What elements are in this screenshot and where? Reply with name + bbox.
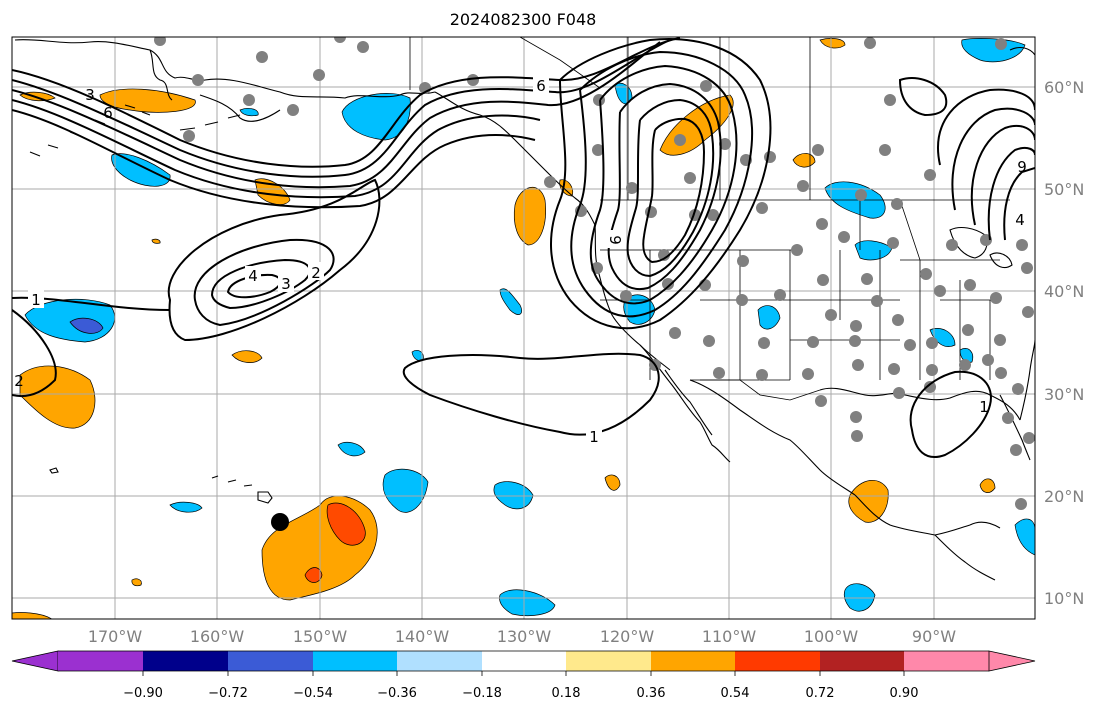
lon-label: 100°W [804, 627, 859, 646]
lon-label: 130°W [497, 627, 552, 646]
positive-anomaly-area [792, 153, 816, 168]
lon-label: 140°W [395, 627, 450, 646]
positive-anomaly-area [151, 238, 161, 244]
negative-anomaly-area [169, 501, 203, 513]
negative-anomaly-core [69, 317, 104, 334]
contour-labels: 1 2 3 4 6 9 1 2 3 4 6 9 1 [14, 76, 1027, 446]
colorbar-extend-high [988, 650, 1036, 672]
latitude-labels: 60°N 50°N 40°N 30°N 20°N 10°N [1044, 78, 1084, 608]
contour-label: 6 [536, 77, 546, 95]
lat-label: 10°N [1044, 589, 1084, 608]
negative-anomaly-area [843, 583, 876, 612]
positive-anomaly-area [604, 474, 621, 491]
lon-label: 150°W [293, 627, 348, 646]
negative-anomaly-area [499, 288, 523, 315]
positive-anomaly-area [513, 187, 546, 246]
contour-label: 9 [606, 235, 624, 245]
negative-anomaly-area [239, 108, 259, 117]
map-title: 2024082300 F048 [450, 10, 597, 29]
positive-anomaly-core [326, 502, 366, 546]
colorbar-extend-low [11, 650, 59, 672]
positive-anomaly-area [254, 178, 291, 205]
map-area: 1 2 3 4 6 9 1 2 3 4 6 9 1 [12, 37, 1035, 619]
contour-label: 4 [1015, 211, 1025, 229]
positive-anomaly-core [304, 567, 323, 583]
colorbar-tick-label: 0.90 [890, 686, 919, 701]
negative-anomaly-area [959, 348, 974, 363]
contour-ridge-1b [12, 309, 57, 398]
positive-anomaly-area [819, 38, 846, 49]
lon-label: 120°W [600, 627, 655, 646]
contour-label: 6 [103, 104, 113, 122]
longitude-labels: 170°W 160°W 150°W 140°W 130°W 120°W 110°… [88, 627, 956, 646]
contour-label: 3 [85, 86, 95, 104]
coastlines [14, 39, 1035, 581]
contour-label: 4 [248, 267, 258, 285]
colorbar-tick-label: −0.36 [377, 686, 417, 701]
contour-low-2 [193, 238, 335, 327]
map-frame [11, 36, 1036, 620]
positive-anomaly-area [12, 612, 53, 619]
colorbar-tick-label: 0.36 [637, 686, 666, 701]
contour-label: 1 [979, 398, 989, 416]
colorbar-tick-label: 0.18 [552, 686, 581, 701]
negative-anomaly-area [499, 589, 556, 617]
positive-anomaly-area [231, 350, 263, 363]
storm-center-marker [271, 513, 289, 531]
positive-anomaly-area [979, 478, 996, 493]
lat-label: 20°N [1044, 487, 1084, 506]
lat-label: 60°N [1044, 78, 1084, 97]
negative-anomaly-area [493, 481, 534, 510]
positive-anomaly-area [131, 578, 142, 587]
contour-label: 9 [1017, 158, 1027, 176]
negative-anomaly-area [961, 38, 1026, 63]
positive-anomaly-area [19, 365, 96, 429]
contour-low-1 [167, 178, 381, 342]
negative-anomaly-area [1014, 518, 1035, 556]
negative-anomaly-area [382, 468, 429, 513]
contour-label: 2 [311, 264, 321, 282]
colorbar-tick-label: 0.54 [721, 686, 750, 701]
colorbar-tick-label: −0.18 [462, 686, 502, 701]
lon-label: 170°W [88, 627, 143, 646]
positive-anomaly-area [848, 480, 889, 523]
lat-label: 30°N [1044, 385, 1084, 404]
lon-label: 160°W [190, 627, 245, 646]
lon-label: 90°W [912, 627, 956, 646]
graticule [12, 37, 1035, 619]
colorbar-tick-label: −0.90 [123, 686, 163, 701]
lon-label: 110°W [702, 627, 757, 646]
contour-label: 1 [31, 291, 41, 309]
height-contours [12, 37, 1035, 458]
contour-label: 1 [589, 428, 599, 446]
colorbar-tick-label: 0.72 [806, 686, 835, 701]
contour-label: 2 [14, 372, 24, 390]
colorbar-tick-label: −0.72 [208, 686, 248, 701]
contour-label: 3 [281, 275, 291, 293]
colorbar: −0.90 −0.72 −0.54 −0.36 −0.18 0.18 0.36 … [11, 650, 1036, 701]
colorbar-tick-label: −0.54 [293, 686, 333, 701]
contour-trough-1 [402, 352, 660, 436]
negative-anomaly-area [337, 442, 366, 457]
lat-label: 40°N [1044, 282, 1084, 301]
station-markers [154, 37, 1035, 510]
negative-anomaly-area [757, 305, 781, 330]
lat-label: 50°N [1044, 180, 1084, 199]
